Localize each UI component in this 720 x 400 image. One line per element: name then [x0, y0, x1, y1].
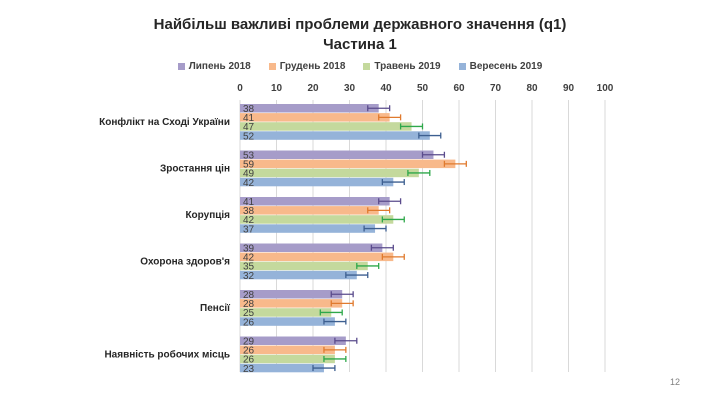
category-label: Пенсії [200, 303, 230, 314]
x-tick-label: 10 [271, 83, 283, 94]
data-label: 26 [243, 317, 255, 328]
data-label: 32 [243, 271, 255, 282]
data-label: 26 [243, 355, 255, 366]
bar [240, 252, 394, 262]
data-label: 39 [243, 244, 255, 255]
x-tick-label: 0 [237, 83, 243, 94]
x-tick-label: 80 [526, 83, 538, 94]
legend-swatch [268, 63, 276, 70]
bar [240, 104, 379, 113]
bar [240, 197, 390, 206]
x-tick-label: 30 [344, 83, 356, 94]
legend-item: Травень 2019 [363, 61, 441, 72]
bar [240, 177, 394, 187]
data-label: 49 [243, 169, 255, 180]
data-label: 38 [243, 104, 255, 115]
chart-subtitle: Частина 1 [323, 36, 397, 53]
legend-item: Вересень 2019 [458, 61, 543, 72]
data-label: 47 [243, 122, 255, 133]
data-label: 41 [243, 197, 255, 208]
legend-label: Травень 2019 [374, 61, 441, 72]
data-label: 28 [243, 290, 255, 301]
legend-label: Липень 2018 [188, 61, 251, 72]
bar [240, 317, 335, 326]
chart-title: Найбільш важливі проблеми державного зна… [153, 16, 567, 33]
legend-swatch [363, 63, 371, 70]
legend-swatch [177, 63, 185, 70]
bar [240, 243, 383, 252]
bar [240, 336, 346, 345]
legend-swatch [458, 63, 466, 70]
data-label: 59 [243, 160, 255, 171]
x-tick-label: 60 [453, 83, 465, 94]
category-label: Конфлікт на Сході України [99, 116, 230, 128]
category-label: Зростання цін [160, 164, 230, 175]
data-label: 41 [243, 113, 255, 124]
data-label: 38 [243, 206, 255, 217]
category-label: Охорона здоров'я [140, 257, 230, 268]
data-label: 42 [243, 178, 255, 189]
data-label: 29 [243, 337, 255, 348]
bar [240, 168, 419, 178]
bar [240, 308, 332, 317]
bar [240, 345, 335, 355]
data-label: 42 [243, 253, 255, 264]
legend: Липень 2018 Грудень 2018 Травень 2019 Ве… [0, 61, 720, 72]
bar [240, 131, 430, 140]
bar [240, 290, 343, 299]
data-label: 23 [243, 364, 255, 375]
legend-item: Липень 2018 [177, 61, 251, 72]
data-label: 25 [243, 308, 255, 319]
bar [240, 122, 412, 131]
data-label: 37 [243, 224, 255, 235]
bar [240, 224, 376, 233]
legend-label: Вересень 2019 [469, 61, 543, 72]
x-tick-label: 70 [490, 83, 502, 94]
category-label: Наявність робочих місць [104, 349, 230, 361]
page-number: 12 [669, 377, 680, 387]
bar [240, 363, 324, 373]
bar [240, 159, 456, 169]
data-label: 26 [243, 346, 255, 357]
legend-item: Грудень 2018 [268, 61, 346, 72]
category-label: Корупція [185, 210, 230, 221]
x-tick-label: 100 [597, 83, 614, 94]
bar [240, 206, 379, 215]
x-tick-label: 40 [380, 83, 392, 94]
legend-label: Грудень 2018 [279, 61, 346, 72]
bar [240, 150, 434, 159]
x-tick-label: 20 [307, 83, 319, 94]
bar [240, 261, 368, 271]
x-tick-label: 90 [563, 83, 575, 94]
bar [240, 113, 390, 122]
bar [240, 299, 343, 308]
bar [240, 215, 394, 224]
data-label: 42 [243, 215, 255, 226]
data-label: 52 [243, 131, 255, 142]
data-label: 28 [243, 299, 255, 310]
data-label: 53 [243, 151, 255, 162]
bar [240, 270, 357, 280]
data-label: 35 [243, 262, 255, 273]
bar [240, 354, 335, 364]
x-tick-label: 50 [417, 83, 429, 94]
